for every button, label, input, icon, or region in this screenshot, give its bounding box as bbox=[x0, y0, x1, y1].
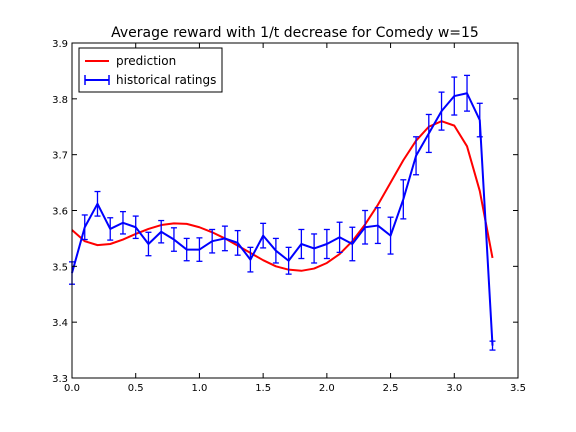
legend: prediction historical ratings bbox=[78, 47, 223, 93]
x-tick-label: 3.0 bbox=[446, 383, 462, 394]
x-tick-label: 3.5 bbox=[510, 383, 526, 394]
y-tick-label: 3.9 bbox=[52, 39, 68, 50]
legend-entry: historical ratings bbox=[84, 73, 216, 87]
x-tick-label: 2.5 bbox=[383, 383, 399, 394]
series-line bbox=[71, 92, 494, 346]
series-1 bbox=[69, 74, 496, 351]
y-tick-label: 3.7 bbox=[52, 151, 68, 162]
y-tick-label: 3.8 bbox=[52, 95, 68, 106]
x-tick-label: 0.0 bbox=[64, 383, 80, 394]
series-line bbox=[71, 120, 494, 272]
chart-title: Average reward with 1/t decrease for Com… bbox=[111, 25, 479, 41]
plot-area bbox=[69, 43, 518, 378]
y-tick-label: 3.6 bbox=[52, 207, 68, 218]
legend-label: prediction bbox=[116, 54, 176, 68]
legend-label: historical ratings bbox=[116, 73, 216, 87]
y-tick-label: 3.5 bbox=[52, 262, 68, 273]
series-0 bbox=[71, 120, 494, 272]
plot-background bbox=[72, 43, 518, 378]
y-tick-label: 3.4 bbox=[52, 318, 68, 329]
x-tick-label: 2.0 bbox=[319, 383, 335, 394]
legend-box bbox=[78, 47, 223, 93]
x-tick-label: 1.0 bbox=[191, 383, 207, 394]
x-tick-label: 1.5 bbox=[255, 383, 271, 394]
legend-entry: prediction bbox=[85, 54, 176, 68]
x-tick-label: 0.5 bbox=[128, 383, 144, 394]
axes: 0.0 0.5 1.0 1.5 2.0 2.5 3.0 3.5 3.3 3.4 3.5 3.6 3.7 3… bbox=[52, 39, 526, 394]
y-tick-label: 3.3 bbox=[52, 374, 68, 385]
